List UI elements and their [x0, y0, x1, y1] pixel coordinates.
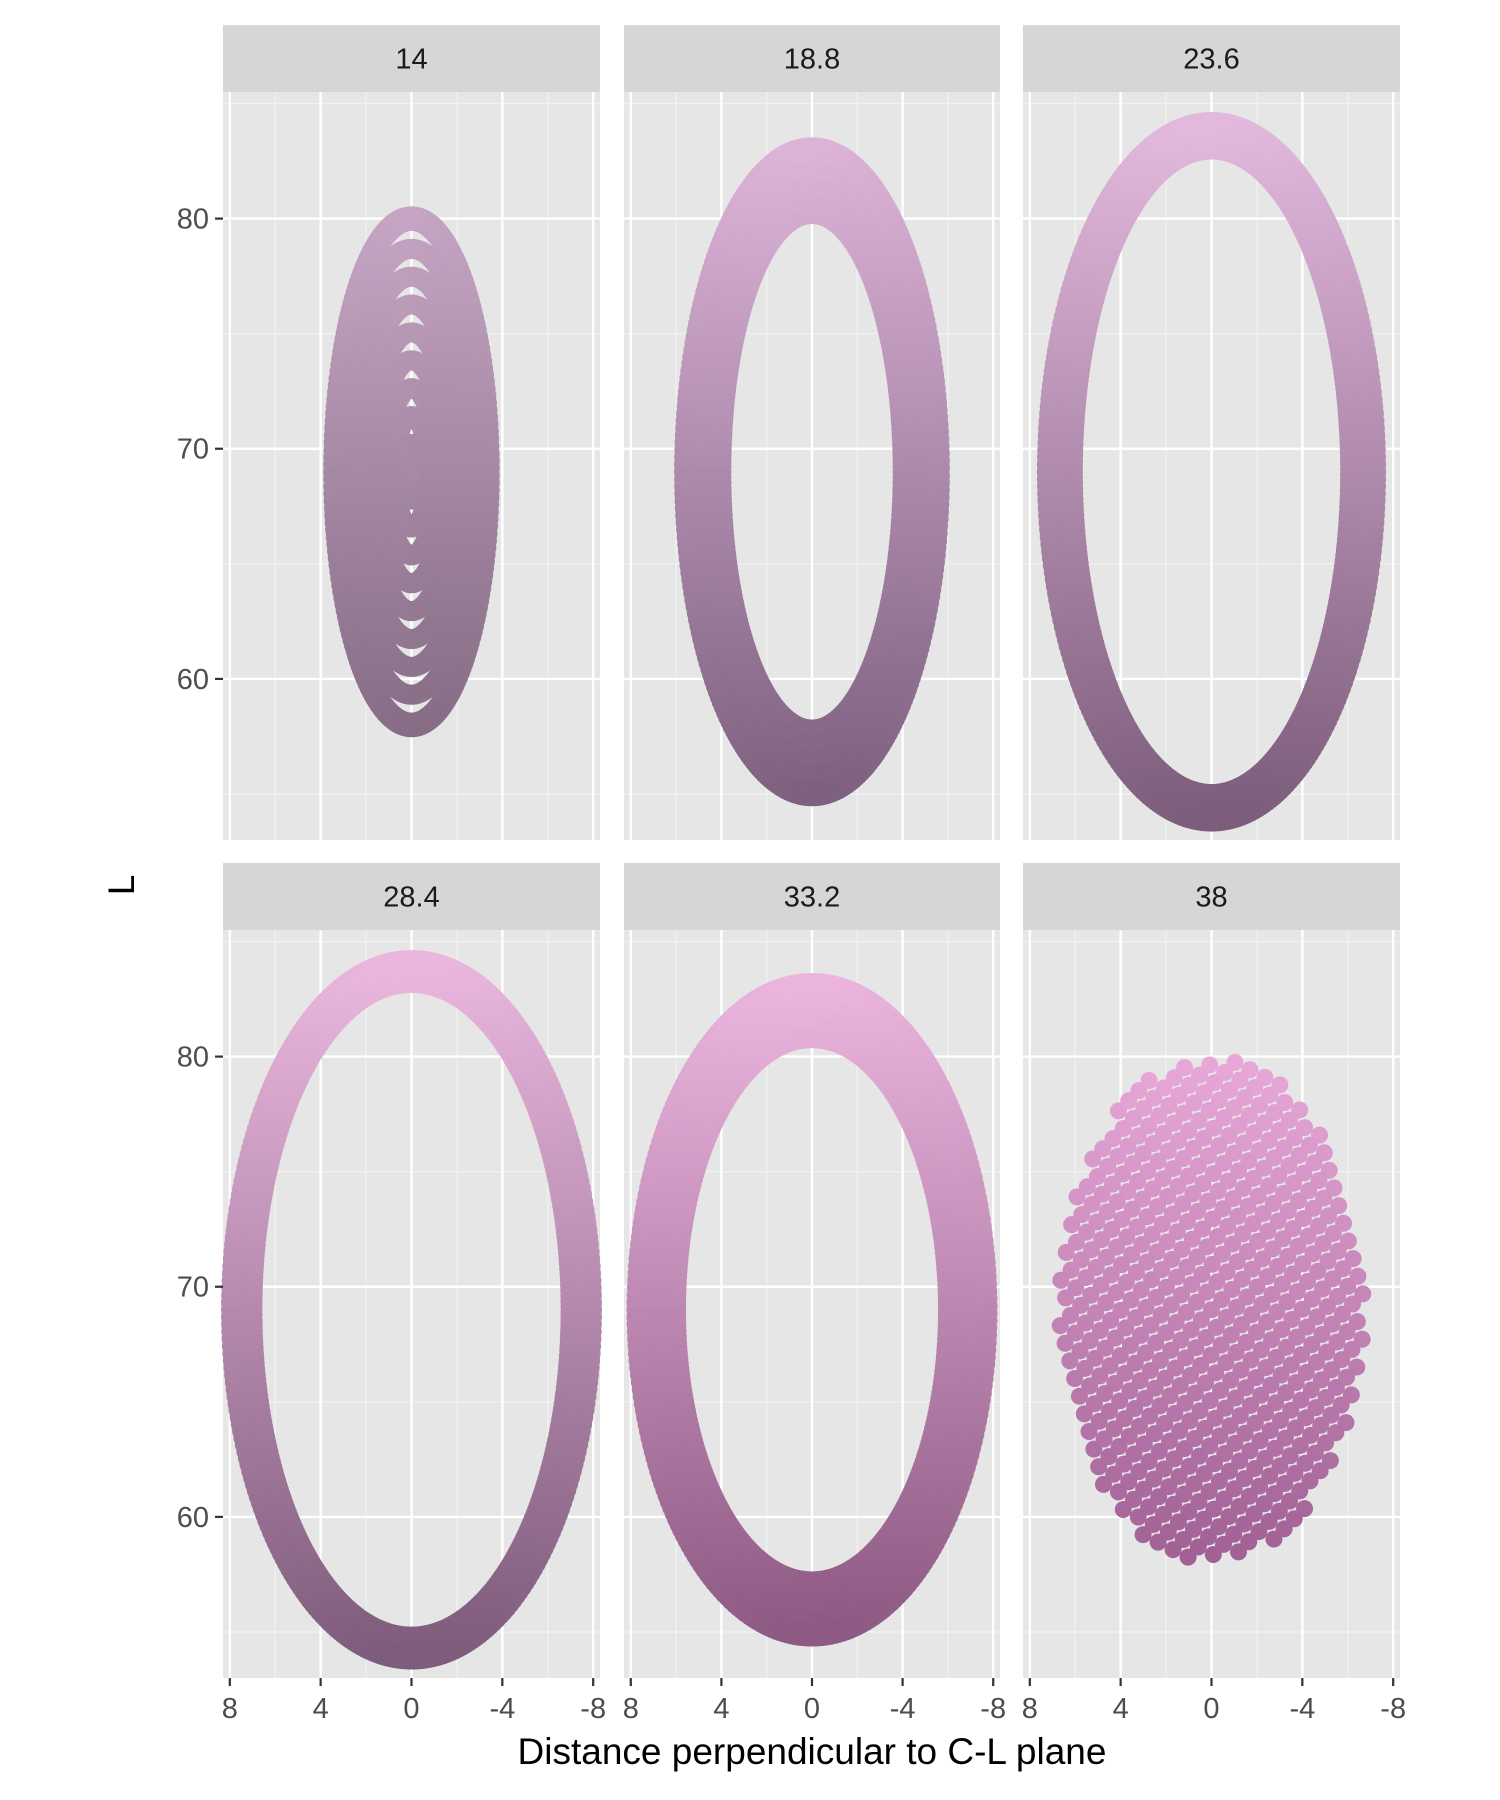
data-point — [674, 469, 695, 490]
facet-strip-label: 18.8 — [784, 44, 840, 76]
data-point — [323, 469, 344, 490]
facet-strip-label: 14 — [395, 44, 427, 76]
facet-strip — [223, 25, 600, 92]
facet-panel-2: 23.6 — [1023, 25, 1400, 840]
data-point — [401, 461, 422, 482]
facet-panel-0: 14 — [223, 25, 600, 840]
facet-points-14 — [323, 206, 500, 738]
facet-strip-label: 23.6 — [1183, 44, 1239, 76]
facet-panel-1: 18.8 — [624, 25, 1000, 840]
facet-panels: 14 18.8 23.628.4 33.2 38 — [220, 25, 1400, 1678]
